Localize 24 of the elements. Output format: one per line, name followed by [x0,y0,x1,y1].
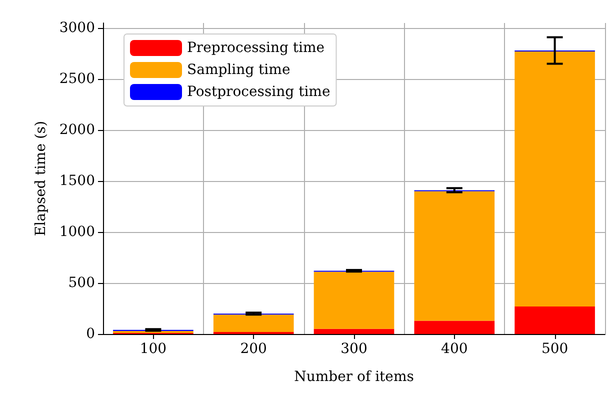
y-tick-label: 2000 [59,122,95,138]
bar [213,314,294,332]
x-tick-label: 300 [340,341,368,357]
y-tick-label: 500 [68,275,95,292]
x-tick-label: 500 [541,341,568,357]
x-axis-title: Number of items [294,369,414,385]
y-tick-label: 0 [86,326,95,342]
bar [514,52,595,306]
bar [414,191,495,321]
x-tick-label: 100 [140,341,167,357]
legend-label: Preprocessing time [187,40,325,56]
y-axis-title: Elapsed time (s) [33,120,49,236]
x-tick-label: 400 [441,341,468,357]
bar [314,272,394,329]
bar [414,320,495,334]
x-tick-label: 200 [240,341,267,357]
y-tick-label: 3000 [59,20,95,36]
y-tick-label: 1000 [59,224,95,240]
y-tick-label: 2500 [59,71,95,88]
legend-label: Postprocessing time [187,84,330,100]
bar [314,328,394,334]
bar [514,306,595,334]
legend-label: Sampling time [187,62,290,78]
y-tick-label: 1500 [59,173,95,190]
